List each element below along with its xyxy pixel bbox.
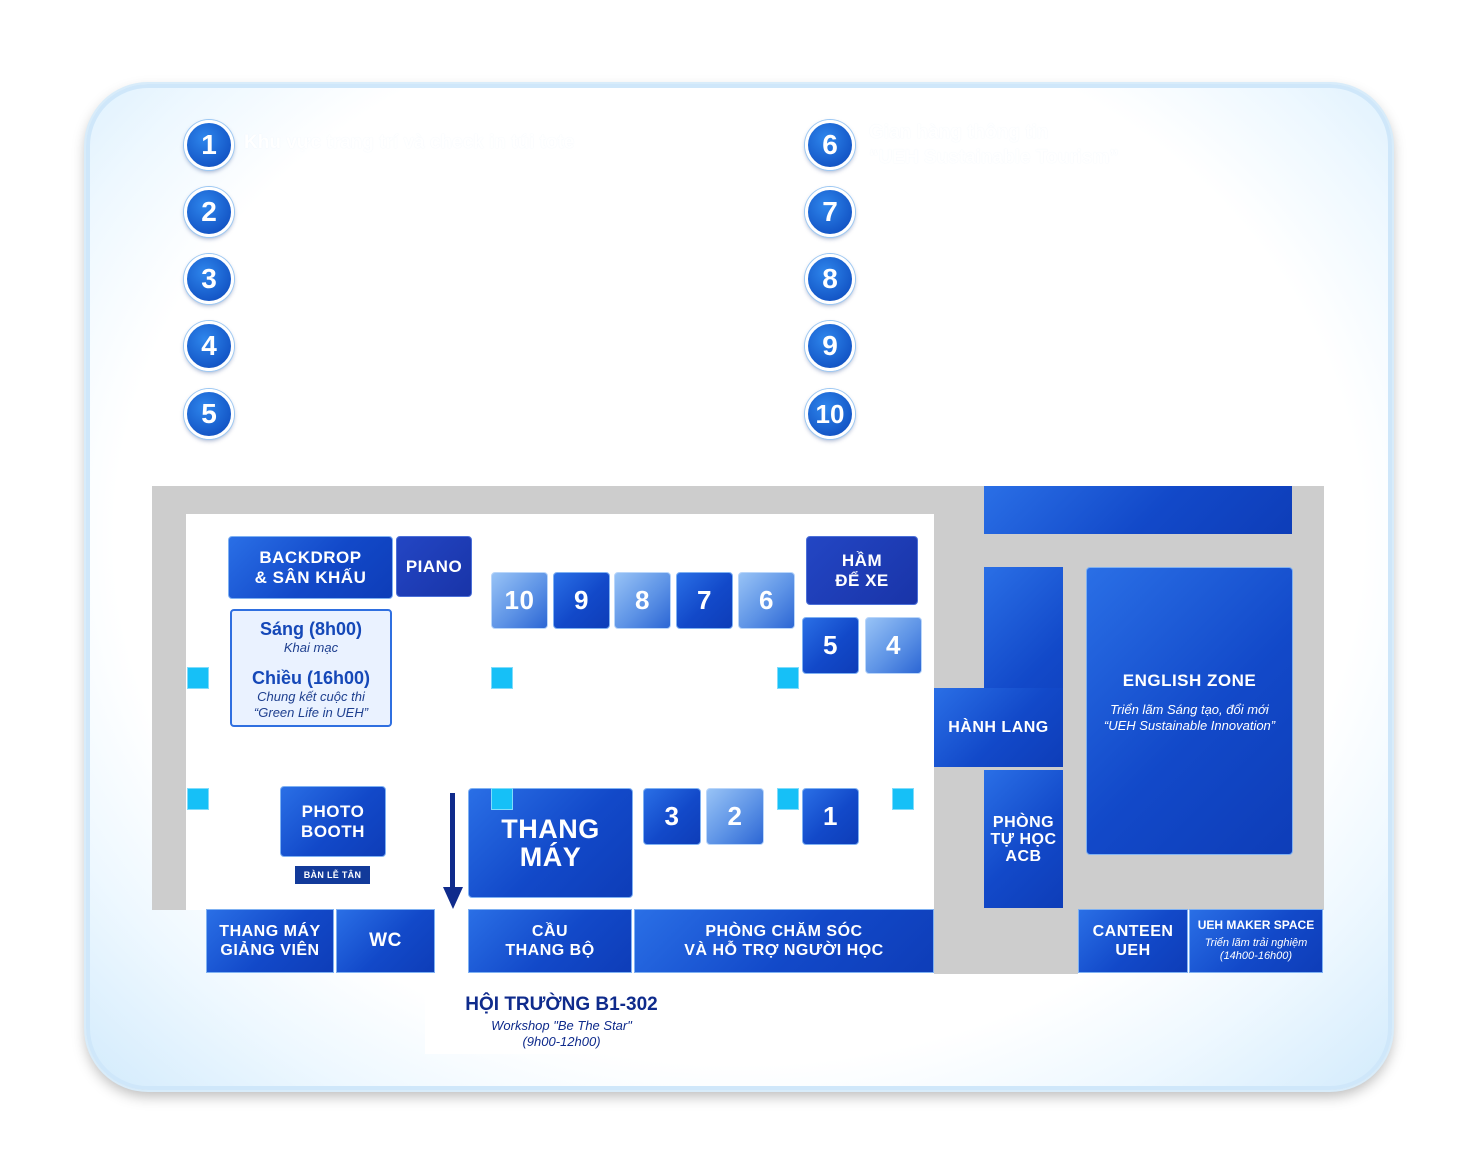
booth-7: 7 bbox=[676, 572, 733, 629]
reception-desk: BÀN LỄ TÂN bbox=[295, 866, 370, 884]
booth-2-label: 2 bbox=[727, 801, 743, 831]
legend-number-2: 2 bbox=[184, 187, 234, 237]
legend-number-6: 6 bbox=[805, 120, 855, 170]
study-room-acb: PHÒNG TỰ HỌC ACB bbox=[984, 770, 1063, 908]
wc-label: WC bbox=[369, 930, 402, 951]
study-room-line2: TỰ HỌC bbox=[990, 830, 1057, 848]
canteen-line2: UEH bbox=[1115, 942, 1151, 959]
hall-sub-1: Workshop "Be The Star" bbox=[491, 1018, 632, 1033]
maker-space-title: UEH MAKER SPACE bbox=[1197, 918, 1315, 932]
maker-space-sub-2: (14h00-16h00) bbox=[1219, 950, 1293, 962]
pillar-marker bbox=[892, 788, 914, 810]
parking-line1: HẦM bbox=[841, 550, 883, 570]
hall-arrow bbox=[450, 793, 455, 889]
pillar-marker bbox=[777, 788, 799, 810]
pillar-marker bbox=[777, 667, 799, 689]
legend-number-8: 8 bbox=[805, 254, 855, 304]
photo-booth-line2: BOOTH bbox=[301, 821, 365, 841]
booth-3-label: 3 bbox=[664, 801, 680, 831]
booth-10: 10 bbox=[491, 572, 548, 629]
pillar-marker bbox=[187, 788, 209, 810]
support-room-line2: VÀ HỖ TRỢ NGƯỜI HỌC bbox=[684, 942, 884, 959]
hall-arrow-head bbox=[443, 887, 463, 909]
booth-1: 1 bbox=[802, 788, 859, 845]
stairs: CẦU THANG BỘ bbox=[468, 909, 632, 973]
legend-number-3: 3 bbox=[184, 254, 234, 304]
legend-text-6: Gian hàng thông tin bbox=[869, 122, 1049, 143]
booth-4-label: 4 bbox=[886, 630, 901, 660]
piano: PIANO bbox=[396, 536, 472, 597]
study-room-line1: PHÒNG bbox=[992, 813, 1055, 831]
parking-line2: ĐỂ XE bbox=[835, 570, 889, 590]
hall-b1-302: HỘI TRƯỜNG B1-302 Workshop "Be The Star"… bbox=[425, 988, 698, 1054]
canteen-line1: CANTEEN bbox=[1092, 923, 1174, 940]
legend-number-9: 9 bbox=[805, 321, 855, 371]
legend-number-10: 10 bbox=[805, 389, 855, 439]
staff-elevator: THANG MÁY GIẢNG VIÊN bbox=[206, 909, 334, 973]
english-zone-sub-2: “UEH Sustainable Innovation” bbox=[1103, 718, 1276, 733]
maker-space-sub-1: Triển lãm trải nghiệm bbox=[1204, 937, 1308, 949]
elevator-line2: MÁY bbox=[519, 842, 582, 872]
booth-5-label: 5 bbox=[823, 630, 838, 660]
booth-8-label: 8 bbox=[635, 585, 650, 615]
booth-6: 6 bbox=[738, 572, 795, 629]
elevator-line1: THANG bbox=[501, 814, 600, 844]
maker-space: UEH MAKER SPACE Triển lãm trải nghiệm (1… bbox=[1189, 909, 1323, 973]
booth-1-label: 1 bbox=[823, 801, 838, 831]
legend-text-1: Khu vực trang trí và check in túi tote bbox=[244, 132, 575, 153]
staff-elevator-line2: GIẢNG VIÊN bbox=[220, 942, 320, 959]
parking: HẦM ĐỂ XE bbox=[806, 536, 918, 605]
legend-number-1: 1 bbox=[184, 120, 234, 170]
hall-sub-2: (9h00-12h00) bbox=[522, 1034, 601, 1049]
legend-number-4: 4 bbox=[184, 321, 234, 371]
english-zone-title: ENGLISH ZONE bbox=[1122, 671, 1257, 690]
floor-bottom-right bbox=[934, 908, 1078, 974]
english-zone-sub-1: Triển lãm Sáng tạo, đổi mới bbox=[1110, 702, 1269, 717]
booth-7-label: 7 bbox=[697, 585, 712, 615]
morning-sub: Khai mạc bbox=[283, 640, 339, 655]
pillar-marker bbox=[187, 667, 209, 689]
backdrop-stage: BACKDROP & SÂN KHẤU bbox=[228, 536, 393, 599]
pillar-marker bbox=[491, 788, 513, 810]
staff-elevator-line1: THANG MÁY bbox=[219, 923, 321, 940]
top-right-area bbox=[984, 486, 1292, 534]
legend-number-7: 7 bbox=[805, 187, 855, 237]
booth-9: 9 bbox=[553, 572, 610, 629]
booth-3: 3 bbox=[643, 788, 701, 845]
booth-10-label: 10 bbox=[504, 585, 535, 615]
booth-9-label: 9 bbox=[574, 585, 589, 615]
pillar-marker bbox=[491, 667, 513, 689]
backdrop-line2: & SÂN KHẤU bbox=[254, 567, 367, 587]
english-zone: ENGLISH ZONE Triển lãm Sáng tạo, đổi mới… bbox=[1086, 567, 1293, 855]
corridor-label: HÀNH LANG bbox=[948, 718, 1049, 736]
backdrop-line1: BACKDROP bbox=[259, 547, 362, 567]
hall-title: HỘI TRƯỜNG B1-302 bbox=[465, 994, 658, 1015]
canteen: CANTEEN UEH bbox=[1078, 909, 1188, 973]
stairs-line1: CẦU bbox=[531, 923, 569, 940]
legend-text-6-line2: “UEH Sustainable Tourism” bbox=[869, 147, 1119, 168]
afternoon-title: Chiều (16h00) bbox=[251, 668, 371, 688]
student-support-room: PHÒNG CHĂM SÓC VÀ HỖ TRỢ NGƯỜI HỌC bbox=[634, 909, 934, 973]
booth-5: 5 bbox=[802, 617, 859, 674]
morning-title: Sáng (8h00) bbox=[259, 619, 363, 639]
booth-6-label: 6 bbox=[759, 585, 774, 615]
photo-booth: PHOTO BOOTH bbox=[280, 786, 386, 857]
afternoon-sub-1: Chung kết cuộc thi bbox=[257, 689, 365, 704]
study-room-line3: ACB bbox=[1005, 847, 1042, 865]
stairs-line2: THANG BỘ bbox=[505, 942, 595, 959]
piano-label: PIANO bbox=[405, 556, 463, 576]
booth-2: 2 bbox=[706, 788, 764, 845]
photo-booth-line1: PHOTO bbox=[301, 801, 365, 821]
corridor: HÀNH LANG bbox=[934, 688, 1063, 767]
afternoon-sub-2: “Green Life in UEH” bbox=[253, 705, 369, 720]
booth-4: 4 bbox=[865, 617, 922, 674]
stage-schedule: Sáng (8h00) Khai mạc Chiều (16h00) Chung… bbox=[230, 609, 392, 727]
wc: WC bbox=[336, 909, 435, 973]
booth-8: 8 bbox=[614, 572, 671, 629]
legend-number-5: 5 bbox=[184, 389, 234, 439]
support-room-line1: PHÒNG CHĂM SÓC bbox=[705, 923, 863, 940]
